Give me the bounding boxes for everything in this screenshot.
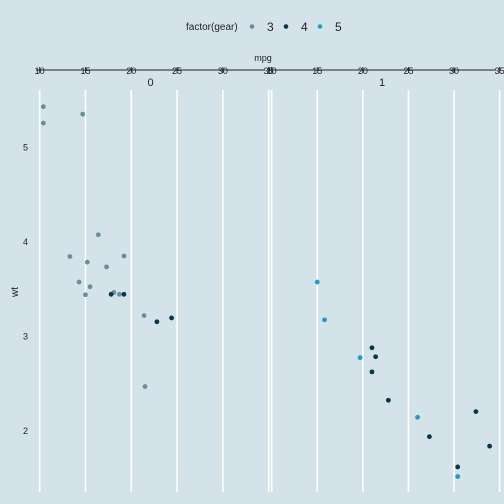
legend-label-5: 5 <box>335 20 342 34</box>
x-tick-label: 30 <box>218 66 228 76</box>
x-axis-label: mpg <box>254 53 272 63</box>
y-tick-label: 3 <box>23 331 28 341</box>
x-tick-label: 15 <box>312 66 322 76</box>
data-point-gear-4 <box>154 319 160 325</box>
data-point-gear-4 <box>369 345 375 351</box>
legend-title: factor(gear) <box>186 22 238 33</box>
legend-key-3 <box>249 24 255 29</box>
y-tick-label: 2 <box>23 426 28 436</box>
data-point-gear-3 <box>76 279 82 285</box>
legend-label-4: 4 <box>301 20 308 34</box>
x-tick-label: 10 <box>267 66 277 76</box>
data-point-gear-4 <box>108 291 114 297</box>
data-point-gear-4 <box>455 464 461 470</box>
x-tick-label: 30 <box>449 66 459 76</box>
y-axis-label: wt <box>10 287 21 298</box>
facet-panels: 10 15 20 25 30 35 0 10 15 20 25 30 35 1 <box>35 66 504 492</box>
data-point-gear-4 <box>169 315 174 321</box>
data-point-gear-3 <box>83 292 88 298</box>
x-tick-label: 15 <box>80 66 90 76</box>
data-point-gear-5 <box>455 474 461 479</box>
facet-label: 1 <box>379 77 385 89</box>
x-tick-label: 10 <box>35 66 45 76</box>
data-point-gear-5 <box>314 279 320 285</box>
legend-key-5 <box>317 24 323 29</box>
data-point-gear-5 <box>415 414 420 420</box>
x-tick-label: 35 <box>495 66 504 76</box>
data-point-gear-5 <box>357 355 363 361</box>
legend-key-4 <box>283 24 289 29</box>
x-tick-label: 20 <box>358 66 368 76</box>
data-point-gear-3 <box>80 111 86 117</box>
data-point-gear-3 <box>84 259 90 265</box>
data-point-gear-3 <box>104 264 109 270</box>
data-point-gear-4 <box>473 409 479 414</box>
facet-label: 0 <box>147 77 153 89</box>
data-point-gear-3 <box>141 313 147 318</box>
data-point-gear-3 <box>121 253 127 259</box>
data-point-gear-4 <box>385 397 391 403</box>
data-point-gear-4 <box>121 291 127 297</box>
y-tick-label: 4 <box>23 237 28 247</box>
data-point-gear-3 <box>142 384 148 389</box>
facet-panel-0: 10 15 20 25 30 35 0 <box>35 66 274 492</box>
data-point-gear-3 <box>67 254 73 259</box>
data-point-gear-3 <box>95 232 101 238</box>
data-point-gear-3 <box>87 284 93 290</box>
data-point-gear-3 <box>40 104 46 110</box>
data-point-gear-4 <box>369 369 375 375</box>
data-point-gear-3 <box>40 120 46 126</box>
x-tick-label: 25 <box>172 66 182 76</box>
x-tick-label: 20 <box>126 66 136 76</box>
data-point-gear-3 <box>116 291 122 297</box>
data-point-gear-4 <box>427 434 432 440</box>
facet-panel-1: 10 15 20 25 30 35 1 <box>267 66 504 492</box>
legend-label-3: 3 <box>267 20 274 34</box>
data-point-gear-4 <box>373 354 379 360</box>
legend: factor(gear) 3 4 5 <box>186 20 342 34</box>
x-tick-label: 35 <box>264 66 274 76</box>
y-tick-label: 5 <box>23 142 28 152</box>
x-tick-label: 25 <box>403 66 413 76</box>
data-point-gear-4 <box>487 443 493 449</box>
data-point-gear-5 <box>322 317 327 323</box>
